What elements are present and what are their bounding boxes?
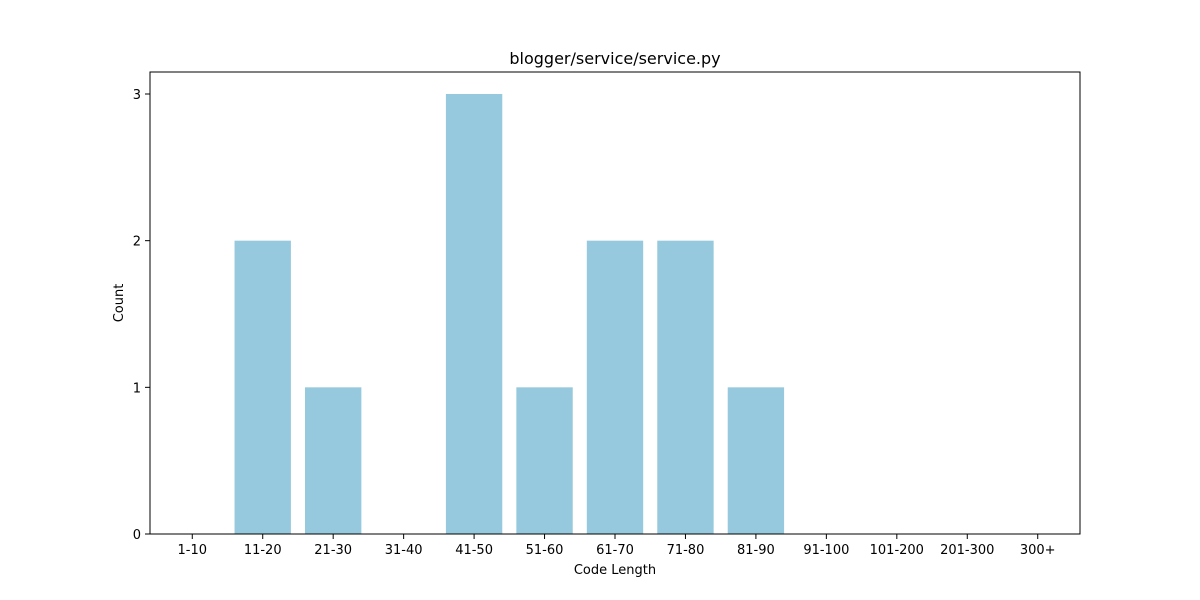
x-tick-label: 101-200 [870, 543, 924, 558]
y-tick-label: 1 [133, 381, 141, 396]
x-tick-label: 71-80 [667, 543, 705, 558]
x-tick-label: 41-50 [455, 543, 493, 558]
bar-21-30 [305, 387, 362, 534]
bar-11-20 [234, 240, 291, 534]
x-tick-label: 300+ [1020, 543, 1056, 558]
y-tick-label: 0 [133, 528, 141, 543]
x-tick-label: 91-100 [803, 543, 849, 558]
y-tick-label: 3 [133, 88, 141, 103]
bar-81-90 [727, 387, 785, 534]
y-tick-label: 2 [133, 235, 141, 250]
x-tick-label: 201-300 [940, 543, 994, 558]
chart-title: blogger/service/service.py [509, 49, 720, 68]
y-axis: 0 1 2 3 [133, 88, 150, 543]
bar-41-50 [445, 94, 503, 534]
bar-71-80 [657, 240, 714, 534]
bars-layer [234, 94, 785, 534]
x-tick-label: 1-10 [178, 543, 208, 558]
bar-51-60 [516, 387, 573, 534]
x-tick-label: 31-40 [385, 543, 423, 558]
x-tick-label: 21-30 [314, 543, 352, 558]
x-axis: 1-10 11-20 21-30 31-40 41-50 51-60 61-70 71-80 8… [178, 534, 1056, 558]
x-tick-label: 61-70 [596, 543, 634, 558]
x-axis-label: Code Length [574, 563, 656, 578]
y-axis-label: Count [112, 284, 127, 323]
x-tick-label: 51-60 [526, 543, 564, 558]
x-tick-label: 81-90 [737, 543, 775, 558]
bar-61-70 [586, 240, 644, 534]
x-tick-label: 11-20 [244, 543, 282, 558]
